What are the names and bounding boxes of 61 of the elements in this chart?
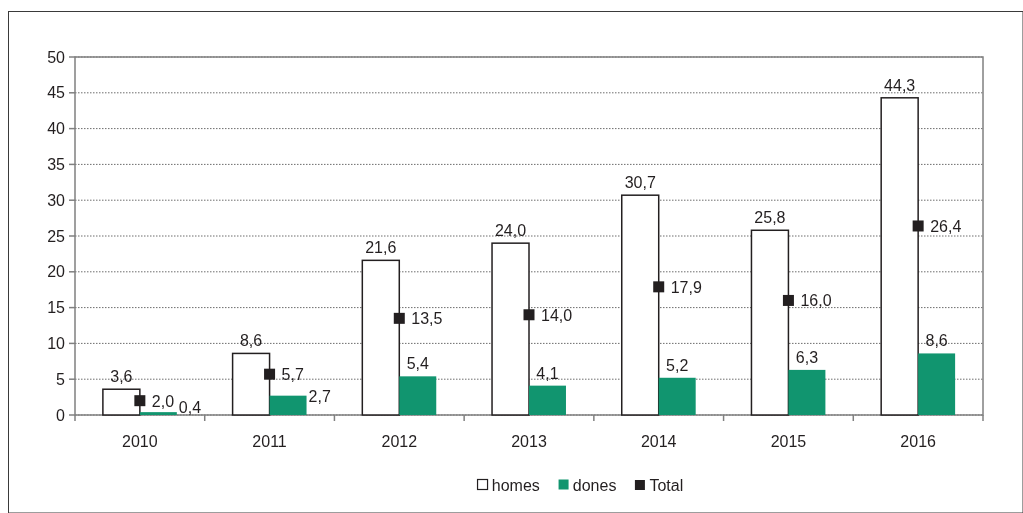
y-tick-label: 50 (47, 48, 66, 66)
x-tick-label: 2015 (770, 432, 807, 450)
point (523, 309, 535, 321)
data-label: 2,7 (308, 387, 331, 405)
data-label: 17,9 (670, 278, 702, 296)
legend-label: Total (649, 476, 684, 494)
bar (399, 376, 437, 415)
bar (750, 229, 790, 416)
x-tick-label: 2010 (122, 432, 158, 450)
point (393, 312, 405, 324)
data-label: 4,1 (536, 364, 559, 382)
data-label: 8,6 (925, 332, 948, 350)
data-label: 2,0 (151, 392, 175, 410)
point (134, 395, 146, 407)
data-label: 3,6 (110, 368, 133, 386)
bar (269, 395, 307, 415)
y-tick-label: 20 (47, 263, 66, 281)
x-tick-label: 2014 (640, 432, 677, 450)
point (264, 368, 276, 380)
bar (621, 194, 660, 416)
y-tick-label: 35 (47, 155, 66, 173)
y-tick-label: 15 (47, 299, 66, 317)
bar (918, 353, 956, 415)
bar (139, 412, 177, 415)
data-label: 5,2 (666, 356, 689, 374)
point (782, 294, 794, 306)
data-label: 44,3 (884, 76, 916, 94)
bar (361, 259, 401, 416)
bar (529, 385, 566, 415)
data-label: 8,6 (239, 332, 263, 350)
data-label: 24,0 (494, 222, 527, 240)
legend-label: homes (491, 476, 540, 494)
data-label: 21,6 (365, 239, 397, 257)
data-label: 25,8 (754, 209, 786, 227)
y-tick-label: 25 (47, 227, 66, 245)
data-label: 14,0 (541, 306, 573, 324)
bar (788, 369, 826, 415)
data-label: 5,4 (406, 355, 429, 373)
point (653, 281, 665, 293)
x-tick-label: 2013 (511, 432, 547, 450)
y-tick-label: 40 (47, 120, 66, 138)
data-label: 13,5 (411, 309, 443, 327)
bar (658, 377, 696, 415)
data-label: 5,7 (281, 365, 304, 383)
x-tick-label: 2012 (381, 432, 418, 450)
legend-label: dones (572, 476, 617, 494)
data-label: 6,3 (795, 348, 819, 366)
data-label: 26,4 (930, 217, 962, 235)
x-tick-label: 2016 (900, 432, 937, 450)
data-label: 16,0 (800, 291, 832, 309)
point (912, 220, 924, 232)
y-tick-label: 0 (56, 406, 66, 424)
y-tick-label: 10 (47, 334, 66, 352)
bar (231, 352, 271, 416)
data-label: 30,7 (624, 174, 656, 192)
data-label: 0,4 (178, 398, 202, 416)
x-tick-label: 2011 (252, 432, 287, 450)
bar (102, 388, 141, 416)
y-tick-label: 45 (47, 84, 66, 102)
y-tick-label: 5 (56, 370, 66, 388)
y-tick-label: 30 (47, 191, 66, 209)
